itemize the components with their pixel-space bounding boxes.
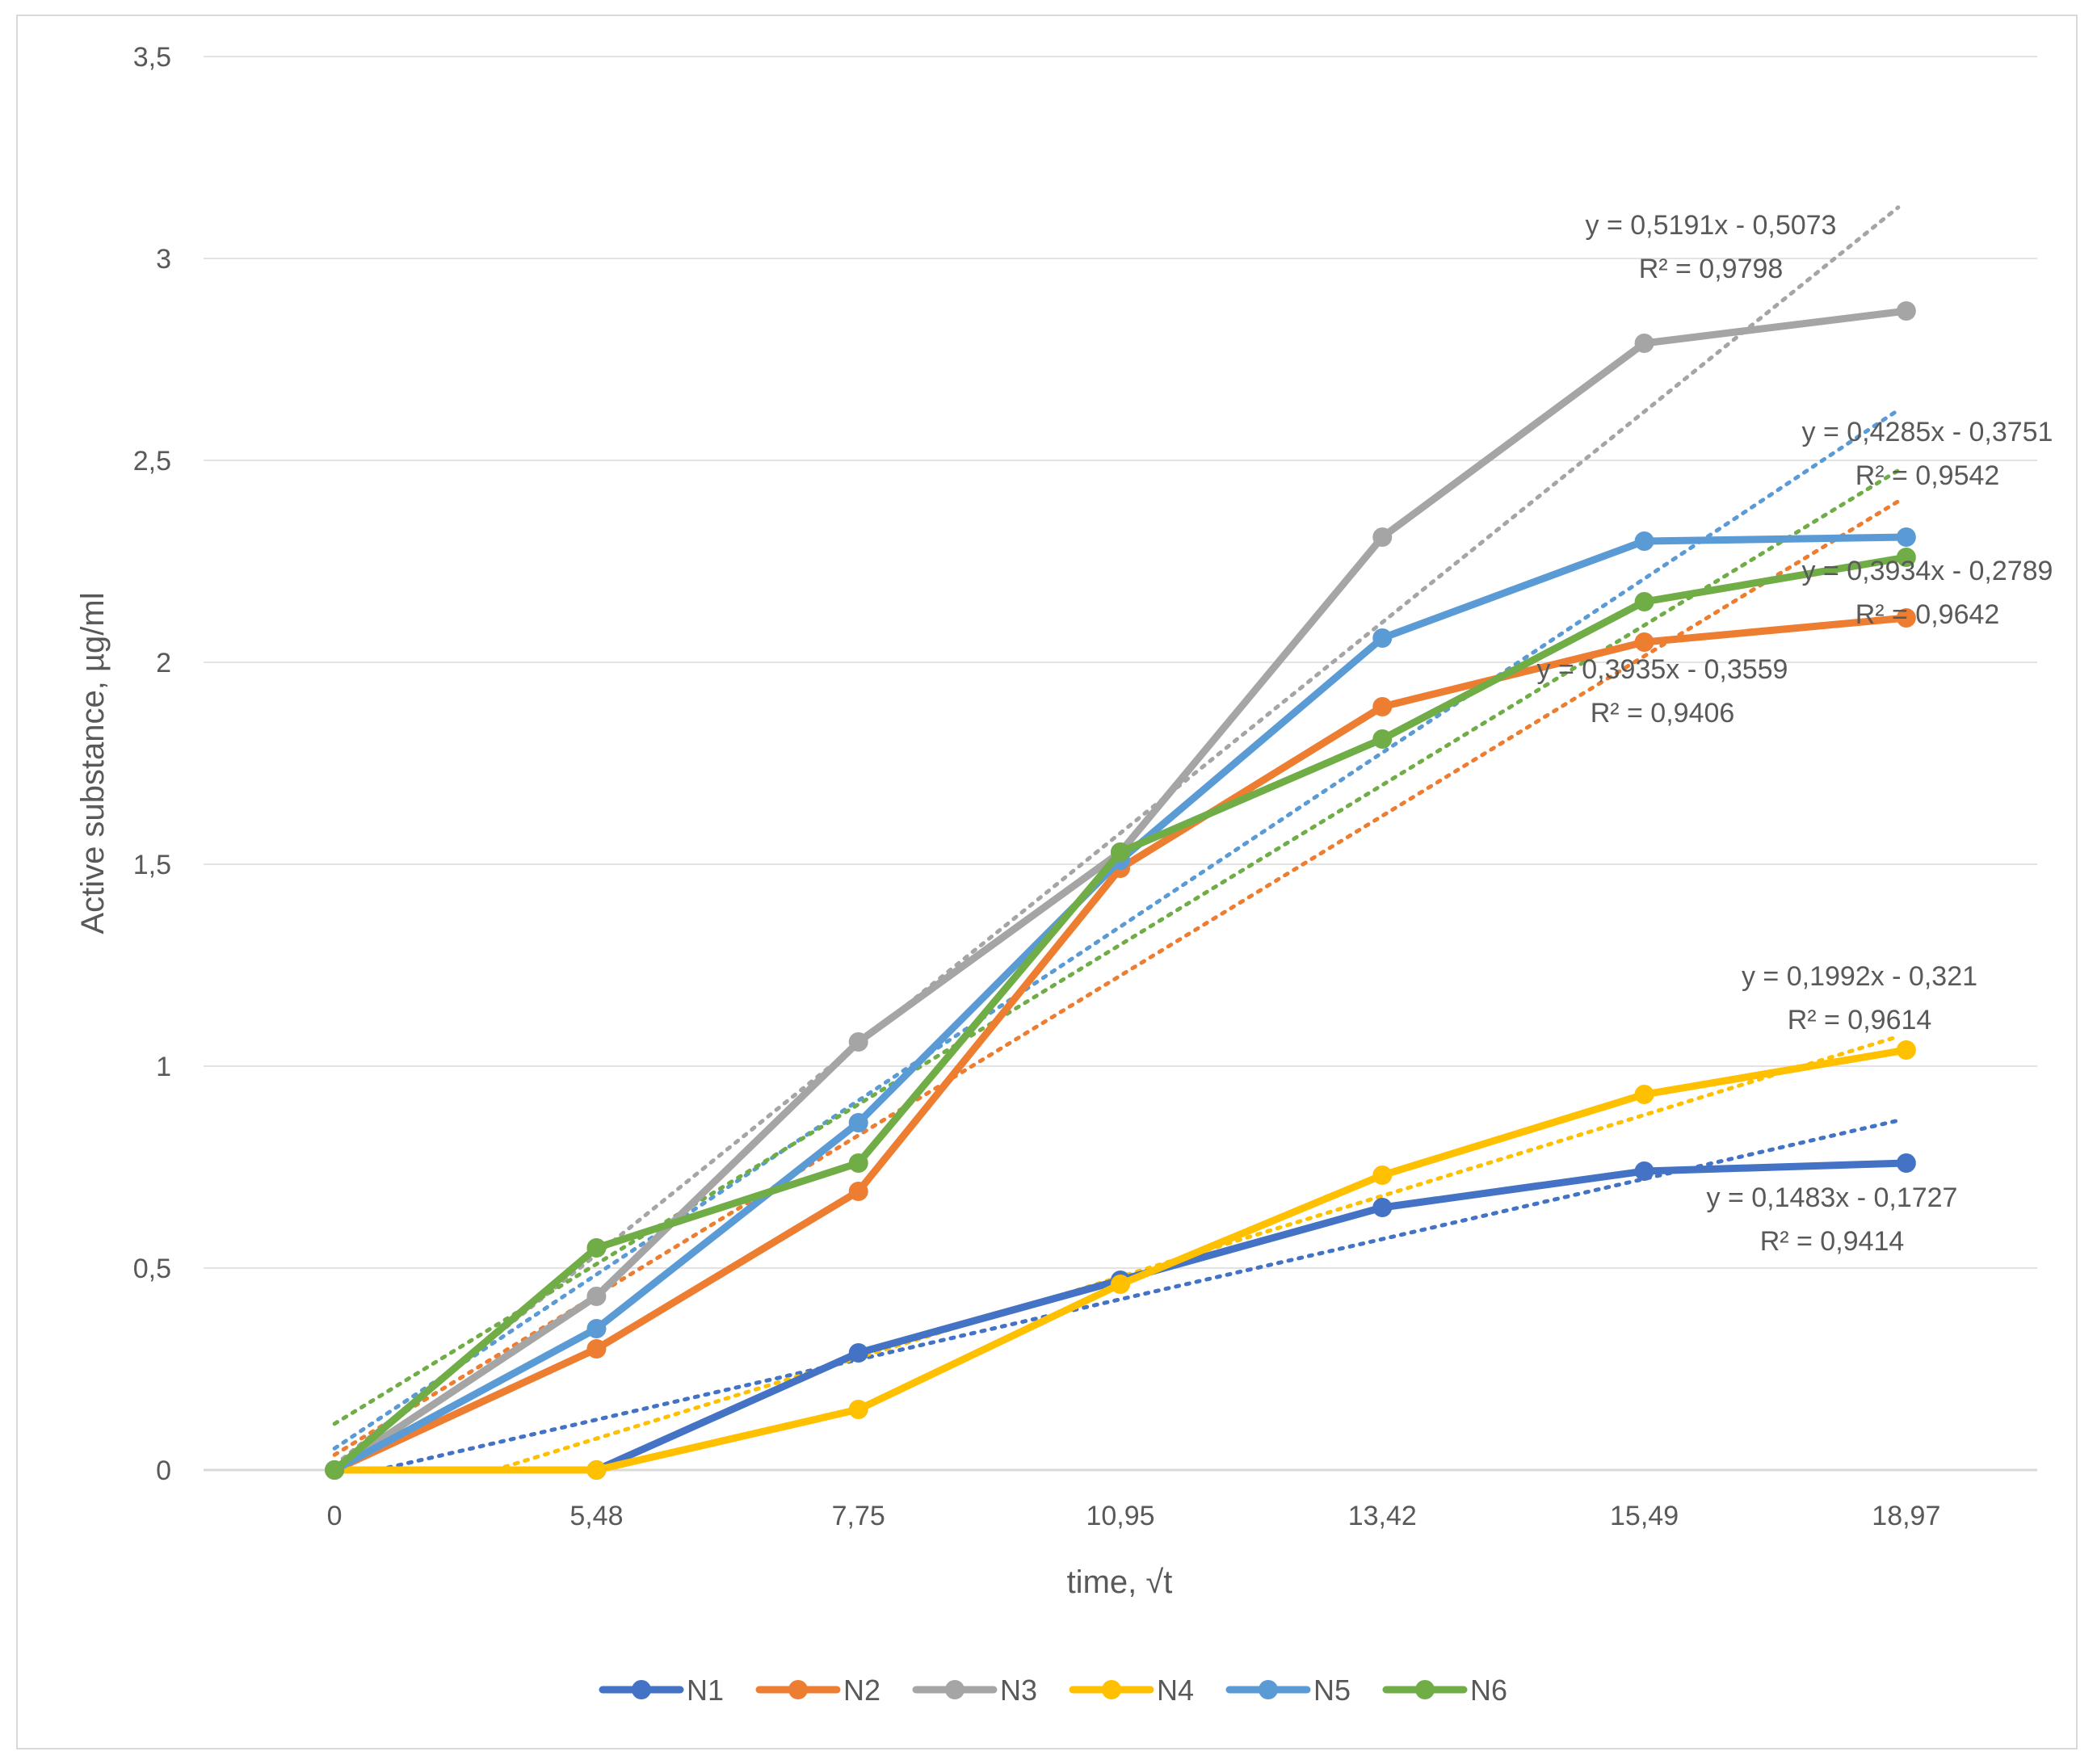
data-point-N5 (586, 1319, 607, 1338)
y-axis-ticks: 0 0,5 1 1,5 2 2,5 3 3,5 (133, 42, 171, 1486)
legend-label-N3: N3 (1000, 1674, 1037, 1707)
data-point-N4 (1111, 1275, 1130, 1294)
trend-equation-N6: y = 0,3934x - 0,2789 (1802, 556, 2053, 586)
legend-label-N4: N4 (1157, 1674, 1194, 1707)
series-lines (325, 301, 1916, 1480)
trendline-N6 (332, 468, 1901, 1426)
data-point-N5 (848, 1113, 868, 1132)
trend-r2-N2: R² = 0,9406 (1591, 698, 1735, 729)
y-tick-label: 3 (156, 244, 171, 275)
trend-r2-N3: R² = 0,9798 (1639, 254, 1784, 284)
data-point-N5 (1372, 628, 1393, 648)
x-tick-label: 0 (327, 1501, 342, 1531)
legend-label-N1: N1 (687, 1674, 724, 1707)
data-point-N1 (1634, 1161, 1654, 1181)
data-point-N3 (1372, 527, 1393, 547)
y-tick-label: 2,5 (133, 446, 171, 477)
data-point-N6 (848, 1153, 868, 1173)
data-point-N2 (1896, 608, 1916, 628)
trend-r2-N5: R² = 0,9542 (1855, 460, 2000, 491)
x-tick-label: 15,49 (1610, 1501, 1679, 1531)
legend-marker-N5 (1259, 1680, 1278, 1699)
legend-marker-N2 (788, 1680, 808, 1699)
data-point-N2 (586, 1339, 607, 1359)
data-point-N1 (1372, 1198, 1393, 1217)
y-tick-label: 0,5 (133, 1254, 171, 1284)
x-tick-label: 7,75 (832, 1501, 885, 1531)
data-point-N3 (848, 1032, 868, 1052)
trend-equation-N4: y = 0,1992x - 0,321 (1742, 961, 1977, 992)
legend-marker-N6 (1415, 1680, 1435, 1699)
series-line-N3 (330, 307, 1910, 1474)
data-point-N4 (1896, 1040, 1916, 1060)
trend-equation-N1: y = 0,1483x - 0,1727 (1707, 1182, 1958, 1213)
legend-label-N5: N5 (1313, 1674, 1351, 1707)
y-tick-label: 0 (156, 1455, 171, 1486)
data-point-N6 (325, 1460, 345, 1480)
data-point-N6 (1896, 548, 1916, 567)
y-tick-label: 3,5 (133, 42, 171, 73)
x-tick-label: 10,95 (1086, 1501, 1154, 1531)
data-point-N6 (1372, 729, 1393, 749)
trend-r2-N6: R² = 0,9642 (1855, 599, 2000, 630)
legend-marker-N4 (1102, 1680, 1121, 1699)
data-point-N5 (1896, 527, 1916, 547)
trend-r2-N4: R² = 0,9614 (1788, 1005, 1932, 1035)
data-point-N4 (1372, 1166, 1393, 1185)
data-point-N3 (586, 1287, 607, 1306)
y-tick-label: 1 (156, 1052, 171, 1082)
x-tick-label: 13,42 (1348, 1501, 1417, 1531)
data-point-N1 (848, 1343, 868, 1363)
data-point-N2 (1372, 697, 1393, 716)
trendline-N5 (332, 408, 1901, 1451)
data-point-N6 (586, 1238, 607, 1258)
series-line-N4 (330, 1046, 1910, 1474)
legend-label-N6: N6 (1470, 1674, 1507, 1707)
x-tick-label: 18,97 (1872, 1501, 1940, 1531)
data-point-N4 (848, 1400, 868, 1419)
data-point-N6 (1111, 842, 1130, 862)
trend-equation-N2: y = 0,3935x - 0,3559 (1537, 654, 1788, 685)
y-tick-label: 2 (156, 648, 171, 678)
legend: N1 N2 N3 N4 N5 N6 (599, 1674, 1507, 1707)
data-point-N3 (1896, 301, 1916, 321)
legend-label-N2: N2 (843, 1674, 880, 1707)
series-line-N6 (330, 553, 1910, 1474)
legend-marker-N3 (945, 1680, 964, 1699)
y-axis-title: Active substance, µg/ml (75, 592, 111, 934)
x-axis-title: time, √t (1067, 1564, 1173, 1600)
data-point-N2 (1634, 632, 1654, 652)
legend-marker-N1 (632, 1680, 651, 1699)
data-point-N6 (1634, 592, 1654, 611)
trend-equation-N3: y = 0,5191x - 0,5073 (1586, 210, 1837, 241)
x-tick-label: 5,48 (569, 1501, 623, 1531)
data-point-N2 (848, 1182, 868, 1201)
data-point-N5 (1634, 531, 1654, 551)
x-axis-ticks: 0 5,48 7,75 10,95 13,42 15,49 18,97 (327, 1501, 1941, 1531)
trend-equation-N5: y = 0,4285x - 0,3751 (1802, 417, 2053, 447)
data-point-N4 (586, 1460, 607, 1480)
data-point-N4 (1634, 1085, 1654, 1104)
data-point-N1 (1896, 1153, 1916, 1173)
trend-r2-N1: R² = 0,9414 (1760, 1226, 1905, 1257)
data-point-N3 (1634, 334, 1654, 353)
trend-equations: y = 0,1483x - 0,1727 R² = 0,9414 y = 0,393… (1537, 210, 2053, 1257)
y-tick-label: 1,5 (133, 850, 171, 880)
